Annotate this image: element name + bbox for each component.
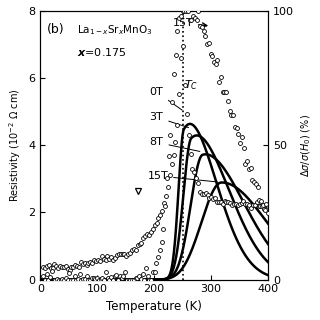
Text: 8T: 8T — [150, 137, 200, 151]
Text: 15T: 15T — [147, 171, 218, 182]
Text: 15T: 15T — [172, 18, 207, 28]
Text: La$_{1-x}$Sr$_x$MnO$_3$: La$_{1-x}$Sr$_x$MnO$_3$ — [77, 23, 153, 36]
Y-axis label: $\Delta\sigma$/$\sigma$($H_0$) (%): $\Delta\sigma$/$\sigma$($H_0$) (%) — [300, 114, 313, 177]
Text: (b): (b) — [47, 23, 65, 36]
Text: 0T: 0T — [150, 87, 182, 110]
Text: $\boldsymbol{x}$=0.175: $\boldsymbol{x}$=0.175 — [77, 46, 127, 58]
Y-axis label: Resistivity (10$^{-2}$ $\Omega$ cm): Resistivity (10$^{-2}$ $\Omega$ cm) — [7, 89, 23, 202]
Text: $T_C$: $T_C$ — [184, 78, 198, 92]
Text: 3T: 3T — [150, 112, 188, 128]
X-axis label: Temperature (K): Temperature (K) — [106, 300, 202, 313]
